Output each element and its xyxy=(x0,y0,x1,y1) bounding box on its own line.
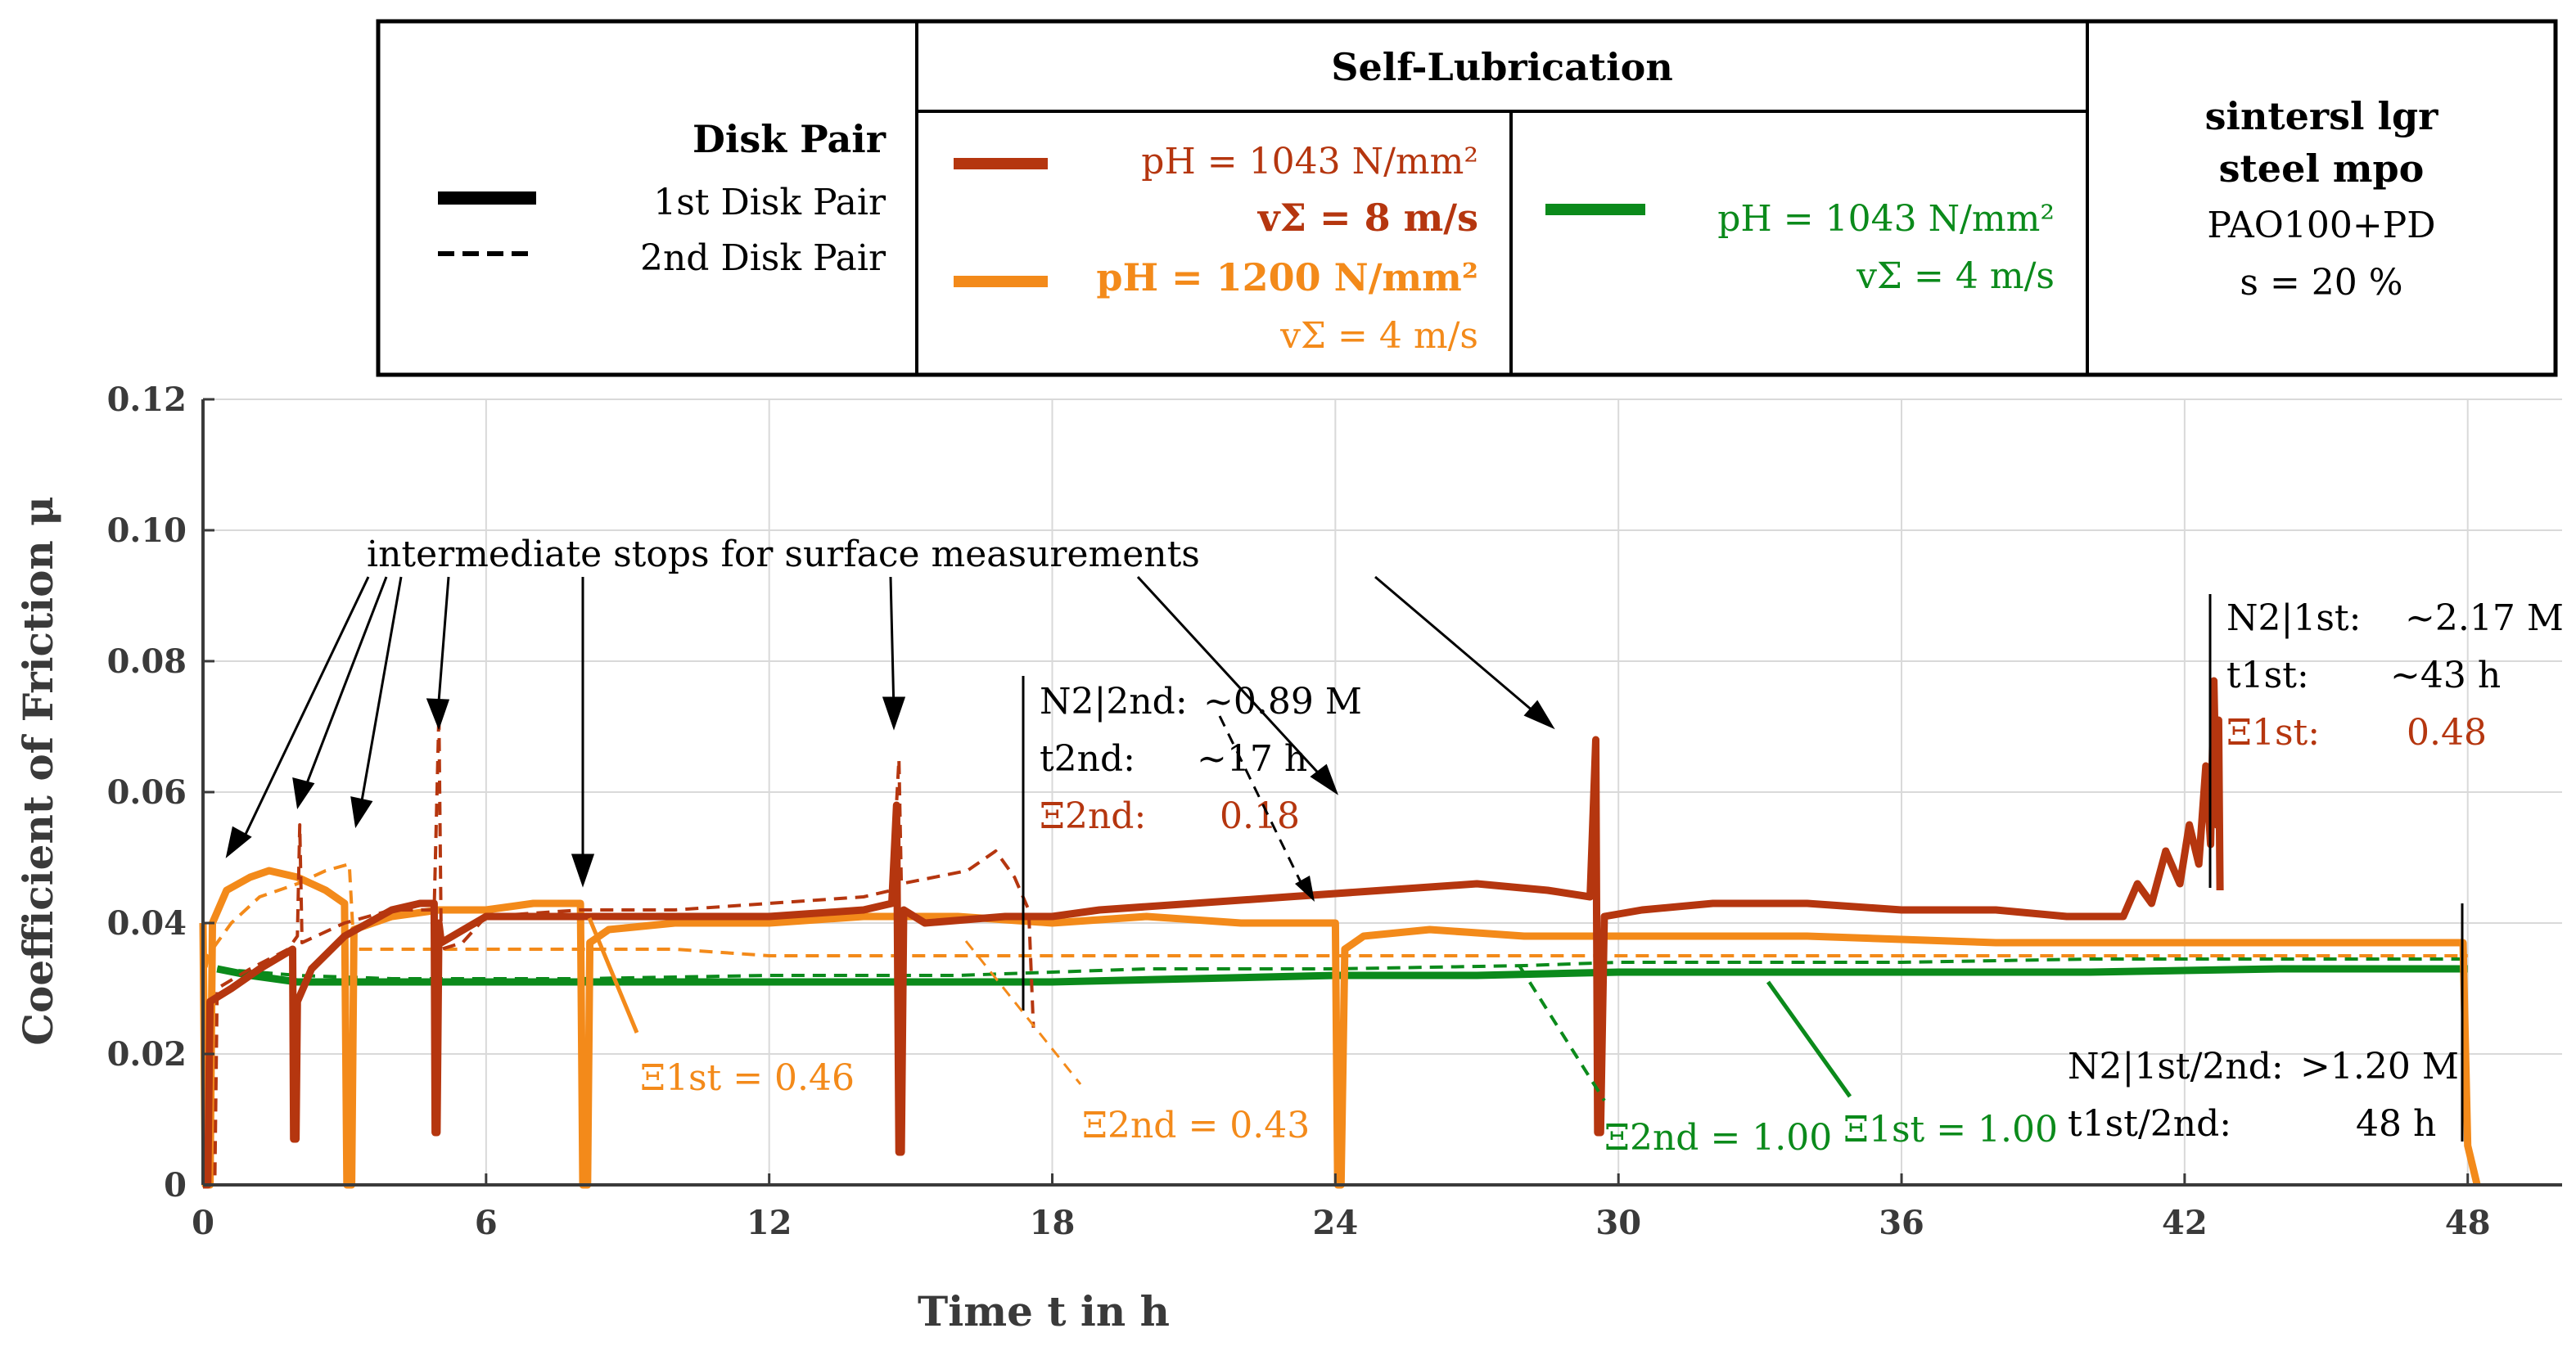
arrowhead-5 xyxy=(571,853,595,888)
stop-arrows xyxy=(225,575,1555,888)
first-xi-value: 0.48 xyxy=(2407,712,2487,754)
intermediate-stops-label: intermediate stops for surface measureme… xyxy=(367,534,1200,575)
series-green-dashed xyxy=(217,957,2468,980)
legend-slip: s = 20 % xyxy=(2240,262,2402,304)
arrowhead-2 xyxy=(292,777,315,810)
legend-green-pressure: pH = 1043 N/mm² xyxy=(1717,198,2055,240)
arrow-7 xyxy=(1136,575,1328,783)
arrowhead-3 xyxy=(350,796,373,829)
legend-self-lubrication: Self-Lubrication xyxy=(1331,45,1673,89)
orange-xi-first: Ξ1st = 0.46 xyxy=(640,1057,855,1099)
y-tick-label: 0 xyxy=(164,1166,187,1205)
first-xi-label: Ξ1st: xyxy=(2226,712,2320,754)
first-n-label: N2|1st: xyxy=(2226,597,2361,639)
green-xi-first-leader xyxy=(1766,980,1852,1098)
orange-xi-first-leader xyxy=(587,917,639,1034)
second-n-label: N2|2nd: xyxy=(1040,681,1188,723)
arrow-2 xyxy=(301,576,388,795)
x-tick-label: 12 xyxy=(747,1204,792,1242)
legend-second-disk-pair: 2nd Disk Pair xyxy=(640,237,886,279)
second-n-value: ~0.89 M xyxy=(1203,681,1362,723)
second-t-value: ~17 h xyxy=(1197,738,1307,780)
series-layer xyxy=(199,677,2481,1189)
x-axis-label: Time t in h xyxy=(918,1287,1170,1335)
first-n-value: ~2.17 M xyxy=(2405,597,2564,639)
y-tick-label: 0.04 xyxy=(107,904,187,943)
series-orange-dashed xyxy=(201,862,2468,989)
arrowhead-7 xyxy=(1310,763,1339,795)
both-n-label: N2|1st/2nd: xyxy=(2068,1046,2284,1088)
x-tick-label: 6 xyxy=(475,1204,498,1242)
x-tick-label: 36 xyxy=(1879,1204,1924,1242)
legend-lubricant: PAO100+PD xyxy=(2207,205,2435,246)
series-red-dashed xyxy=(203,712,1035,1187)
arrow-8 xyxy=(1374,575,1540,718)
both-n-value: >1.20 M xyxy=(2300,1046,2459,1088)
annotations: intermediate stops for surface measureme… xyxy=(225,534,2564,1159)
y-tick-label: 0.10 xyxy=(107,511,187,550)
series-red-solid xyxy=(203,677,2224,1189)
arrow-3 xyxy=(359,576,403,811)
legend-border xyxy=(376,19,2558,377)
second-xi-label: Ξ2nd: xyxy=(1040,795,1146,837)
arrow-6 xyxy=(889,576,896,713)
orange-xi-second-leader xyxy=(964,940,1082,1085)
legend-material-1: sintersl lgr xyxy=(2205,94,2439,138)
arrowhead-4 xyxy=(426,698,450,731)
x-tick-label: 48 xyxy=(2445,1204,2491,1242)
y-tick-label: 0.08 xyxy=(107,642,187,681)
green-xi-second: Ξ2nd = 1.00 xyxy=(1604,1117,1832,1159)
x-tick-label: 42 xyxy=(2162,1204,2208,1242)
x-tick-label: 24 xyxy=(1313,1204,1359,1242)
y-tick-label: 0.02 xyxy=(107,1035,187,1074)
first-t-value: ~43 h xyxy=(2390,655,2501,696)
legend-table: Disk Pair 1st Disk Pair 2nd Disk Pair Se… xyxy=(376,19,2558,377)
legend-red-pressure: pH = 1043 N/mm² xyxy=(1141,141,1478,182)
arrow-4 xyxy=(436,576,450,713)
second-t-label: t2nd: xyxy=(1040,738,1135,780)
orange-xi-second: Ξ2nd = 0.43 xyxy=(1082,1105,1310,1146)
arrowhead-6 xyxy=(882,696,906,731)
x-tick-label: 18 xyxy=(1030,1204,1076,1242)
both-t-value: 48 h xyxy=(2356,1103,2436,1145)
arrowhead-1 xyxy=(225,826,252,858)
legend-orange-pressure: pH = 1200 N/mm² xyxy=(1096,255,1478,299)
arrow-1 xyxy=(240,576,370,844)
y-tick-label: 0.12 xyxy=(107,381,187,419)
x-tick-label: 30 xyxy=(1595,1204,1641,1242)
both-t-label: t1st/2nd: xyxy=(2068,1103,2231,1145)
plot-area: 0 6 12 18 24 30 36 42 48 0 0.02 0.04 0.06 0.08 0.10 0.1… xyxy=(107,381,2562,1242)
legend-green-speed: vΣ = 4 m/s xyxy=(1856,255,2055,297)
green-xi-first: Ξ1st = 1.00 xyxy=(1843,1109,2058,1151)
legend-disk-pair-title: Disk Pair xyxy=(692,117,886,161)
arrowhead-8 xyxy=(1523,700,1555,730)
x-tick-label: 0 xyxy=(192,1204,214,1242)
y-tick-label: 0.06 xyxy=(107,773,187,812)
second-xi-arrowhead xyxy=(1295,876,1315,902)
y-axis-label: Coefficient of Friction μ xyxy=(14,496,62,1046)
legend-first-disk-pair: 1st Disk Pair xyxy=(653,182,886,223)
green-xi-second-leader xyxy=(1518,964,1606,1102)
legend-red-speed: vΣ = 8 m/s xyxy=(1257,196,1478,240)
legend-orange-speed: vΣ = 4 m/s xyxy=(1279,315,1478,357)
legend-material-2: steel mpo xyxy=(2219,146,2425,191)
series-green-solid xyxy=(216,965,2468,986)
tick-labels: 0 6 12 18 24 30 36 42 48 0 0.02 0.04 0.06 0.08 0.10 0.1… xyxy=(107,381,2491,1242)
second-xi-value: 0.18 xyxy=(1220,795,1300,837)
first-t-label: t1st: xyxy=(2226,655,2309,696)
